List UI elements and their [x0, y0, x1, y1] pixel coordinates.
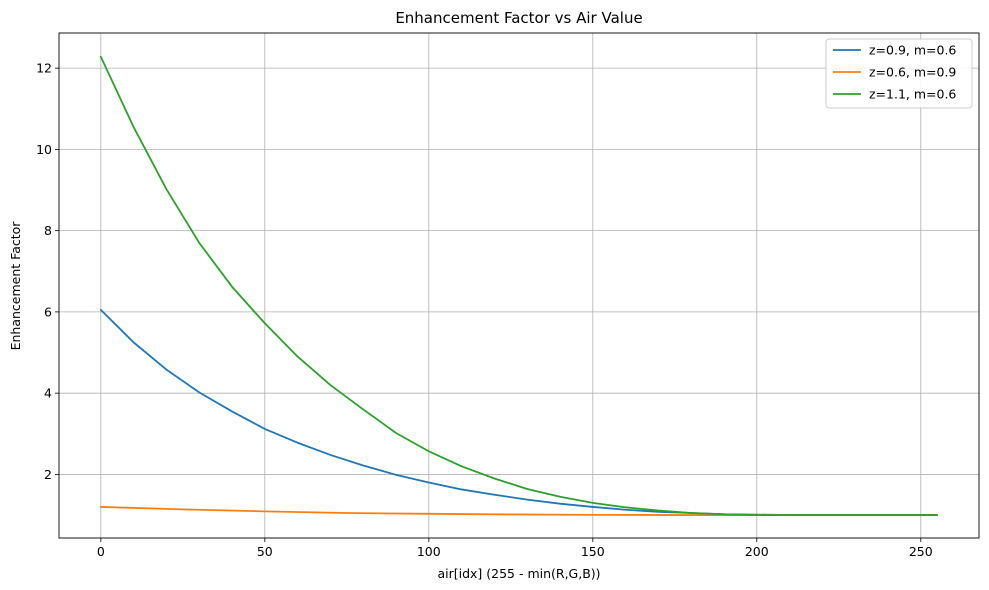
legend-box [825, 38, 973, 109]
plot-frame [58, 32, 980, 539]
series-line-3 [99, 55, 939, 516]
legend-label-1: z=0.9, m=0.6 [869, 43, 956, 58]
x-tick-label: 200 [745, 544, 769, 559]
legend-label-2: z=0.6, m=0.9 [869, 65, 956, 80]
x-tick-label: 250 [909, 544, 933, 559]
legend-entry-3: z=1.1, m=0.6 [833, 87, 956, 102]
y-tick-label: 4 [44, 386, 52, 401]
legend-entry-1: z=0.9, m=0.6 [833, 43, 956, 58]
legend: z=0.9, m=0.6 z=0.6, m=0.9 z=1.1, m=0.6 [825, 38, 973, 109]
legend-label-3: z=1.1, m=0.6 [869, 87, 956, 102]
y-tick-label: 6 [44, 304, 52, 319]
grid [59, 33, 979, 538]
y-tick-label: 8 [44, 223, 52, 238]
y-tick-label: 2 [44, 467, 52, 482]
x-tick-label: 100 [417, 544, 441, 559]
x-axis-label: air[idx] (255 - min(R,G,B)) [437, 566, 600, 581]
x-tick-label: 50 [257, 544, 273, 559]
y-tick-label: 12 [36, 61, 52, 76]
x-tick-label: 150 [581, 544, 605, 559]
y-tick-label: 10 [36, 142, 52, 157]
y-axis-label: Enhancement Factor [8, 221, 23, 351]
axis-ticks: 0 50 100 150 200 250 2 4 6 8 10 12 [36, 61, 933, 559]
series-lines [99, 55, 939, 516]
x-tick-label: 0 [97, 544, 105, 559]
legend-entry-2: z=0.6, m=0.9 [833, 65, 956, 80]
chart-title: Enhancement Factor vs Air Value [395, 9, 642, 27]
